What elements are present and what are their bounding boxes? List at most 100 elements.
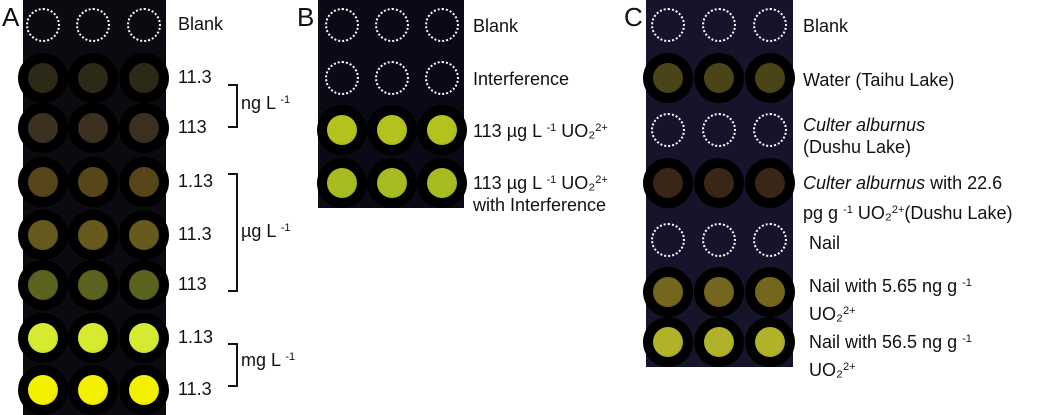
fluorescent-spot: [704, 327, 734, 357]
fluorescent-spot: [704, 63, 734, 93]
sample-well: [367, 158, 417, 208]
fluorescent-spot: [377, 168, 407, 198]
sample-well: [68, 210, 118, 260]
fluorescent-spot: [28, 167, 58, 197]
fluorescent-spot: [755, 277, 785, 307]
label-nail: Nail: [809, 233, 841, 253]
fluorescent-spot: [427, 115, 457, 145]
label-culter: Culter alburnus (Dushu Lake): [803, 115, 926, 157]
sample-well: [643, 53, 693, 103]
sample-well: [18, 313, 68, 363]
blank-well: [745, 215, 795, 265]
label-blank: Blank: [803, 16, 849, 36]
fluorescent-spot: [653, 63, 683, 93]
sample-well: [643, 267, 693, 317]
panel-b-plate: [317, 0, 467, 208]
blank-well: [694, 105, 744, 155]
fluorescent-spot: [78, 270, 108, 300]
blank-well: [643, 215, 693, 265]
sample-well: [643, 317, 693, 367]
sample-well: [119, 365, 169, 415]
unit-mg: mg L -1: [241, 350, 296, 370]
sample-well: [68, 260, 118, 310]
fluorescent-spot: [78, 63, 108, 93]
label-concentration: Blank: [178, 14, 224, 34]
sample-well: [68, 157, 118, 207]
sample-well: [68, 103, 118, 153]
bracket-ng: [228, 84, 238, 128]
blank-well: [417, 0, 467, 50]
fluorescent-spot: [129, 63, 159, 93]
sample-well: [18, 260, 68, 310]
fluorescent-spot: [78, 113, 108, 143]
fluorescent-spot: [427, 168, 457, 198]
sample-well: [119, 313, 169, 363]
sample-well: [367, 105, 417, 155]
bracket-ug: [228, 173, 238, 292]
label-concentration: 1.13: [178, 171, 214, 191]
blank-well: [694, 215, 744, 265]
fluorescent-spot: [653, 168, 683, 198]
fluorescent-spot: [755, 327, 785, 357]
panel-c-plate: [643, 0, 795, 367]
sample-well: [745, 158, 795, 208]
fluorescent-spot: [78, 375, 108, 405]
panel-c-letter: C: [624, 2, 643, 32]
sample-well: [119, 210, 169, 260]
panel-b-letter: B: [297, 2, 315, 32]
fluorescent-spot: [377, 115, 407, 145]
label-concentration: 113: [178, 274, 207, 294]
sample-well: [68, 313, 118, 363]
sample-well: [417, 158, 467, 208]
fluorescent-spot: [28, 323, 58, 353]
label-113-uranyl: 113 µg L -1 UO₂2+: [473, 121, 608, 141]
fluorescent-spot: [653, 277, 683, 307]
sample-well: [119, 260, 169, 310]
sample-well: [18, 365, 68, 415]
fluorescent-spot: [28, 375, 58, 405]
blank-well: [643, 0, 693, 50]
sample-well: [694, 267, 744, 317]
blank-well: [745, 0, 795, 50]
sample-well: [119, 53, 169, 103]
sample-well: [694, 53, 744, 103]
fluorescent-spot: [129, 270, 159, 300]
blank-well: [18, 0, 68, 50]
sample-well: [317, 105, 367, 155]
sample-well: [417, 105, 467, 155]
fluorescent-spot: [327, 115, 357, 145]
label-water: Water (Taihu Lake): [803, 70, 955, 90]
panel-a-letter: A: [2, 2, 20, 32]
label-nail-5-65: Nail with 5.65 ng g -1 UO₂2+: [809, 276, 972, 324]
sample-well: [745, 267, 795, 317]
sample-well: [643, 158, 693, 208]
fluorescent-spot: [28, 220, 58, 250]
blank-well: [643, 105, 693, 155]
sample-well: [18, 157, 68, 207]
unit-ng: ng L -1: [241, 93, 291, 113]
sample-well: [317, 158, 367, 208]
sample-well: [119, 157, 169, 207]
sample-well: [18, 53, 68, 103]
fluorescent-spot: [327, 168, 357, 198]
blank-well: [417, 53, 467, 103]
label-blank: Blank: [473, 16, 519, 36]
blank-well: [119, 0, 169, 50]
fluorescent-spot: [28, 63, 58, 93]
fluorescent-spot: [78, 323, 108, 353]
sample-well: [18, 210, 68, 260]
label-interference: Interference: [473, 69, 570, 89]
fluorescent-spot: [755, 168, 785, 198]
blank-well: [317, 53, 367, 103]
fluorescent-spot: [78, 220, 108, 250]
blank-well: [367, 0, 417, 50]
label-concentration: 11.3: [178, 224, 212, 244]
sample-well: [745, 317, 795, 367]
blank-well: [68, 0, 118, 50]
fluorescent-spot: [129, 375, 159, 405]
fluorescent-spot: [129, 220, 159, 250]
blank-well: [367, 53, 417, 103]
fluorescent-spot: [704, 168, 734, 198]
unit-ug: µg L -1: [241, 221, 291, 241]
label-concentration: 11.3: [178, 379, 212, 399]
